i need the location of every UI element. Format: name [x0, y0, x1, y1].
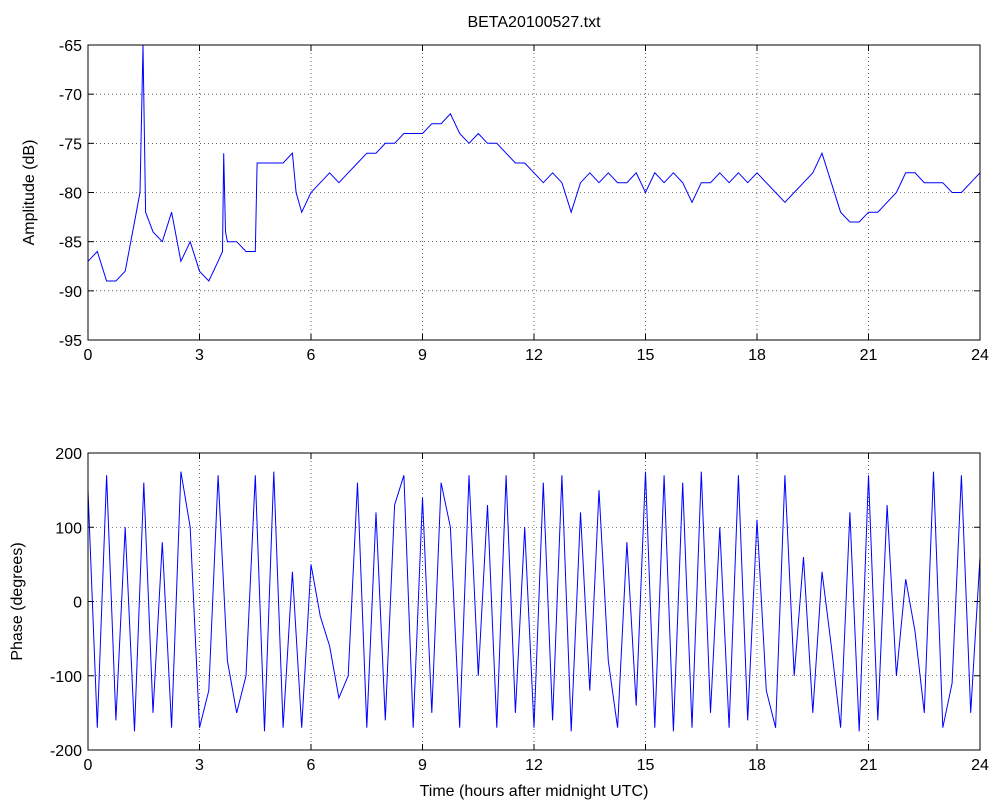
y-axis-label: Amplitude (dB) [21, 140, 38, 246]
x-tick-label: 6 [307, 347, 316, 364]
y-tick-label: -70 [59, 87, 82, 104]
y-tick-label: 0 [73, 595, 82, 612]
x-tick-label: 12 [525, 347, 543, 364]
x-tick-label: 15 [637, 347, 655, 364]
chart-title: BETA20100527.txt [467, 14, 601, 31]
x-tick-label: 18 [748, 347, 766, 364]
y-tick-label: -75 [59, 136, 82, 153]
data-line [87, 471, 981, 732]
x-tick-label: 9 [418, 757, 427, 774]
data-line [87, 44, 981, 282]
y-tick-label: 200 [55, 446, 82, 463]
axes-box [87, 452, 981, 751]
y-tick-label: -85 [59, 235, 82, 252]
x-axis-label: Time (hours after midnight UTC) [420, 783, 649, 800]
x-tick-label: 0 [84, 757, 93, 774]
x-tick-label: 24 [971, 757, 989, 774]
x-tick-label: 0 [84, 347, 93, 364]
y-tick-label: -100 [50, 669, 82, 686]
x-tick-label: 18 [748, 757, 766, 774]
x-tick-label: 15 [637, 757, 655, 774]
x-tick-label: 12 [525, 757, 543, 774]
x-tick-label: 3 [195, 347, 204, 364]
x-tick-label: 21 [860, 347, 878, 364]
y-tick-label: -95 [59, 333, 82, 350]
x-tick-label: 24 [971, 347, 989, 364]
y-tick-label: -80 [59, 186, 82, 203]
x-tick-label: 3 [195, 757, 204, 774]
y-axis-label: Phase (degrees) [9, 542, 26, 660]
y-tick-label: -90 [59, 284, 82, 301]
x-tick-label: 6 [307, 757, 316, 774]
y-tick-label: 100 [55, 520, 82, 537]
y-tick-label: -65 [59, 38, 82, 55]
axes-box [87, 44, 981, 341]
x-tick-label: 21 [860, 757, 878, 774]
y-tick-label: -200 [50, 743, 82, 760]
x-tick-label: 9 [418, 347, 427, 364]
